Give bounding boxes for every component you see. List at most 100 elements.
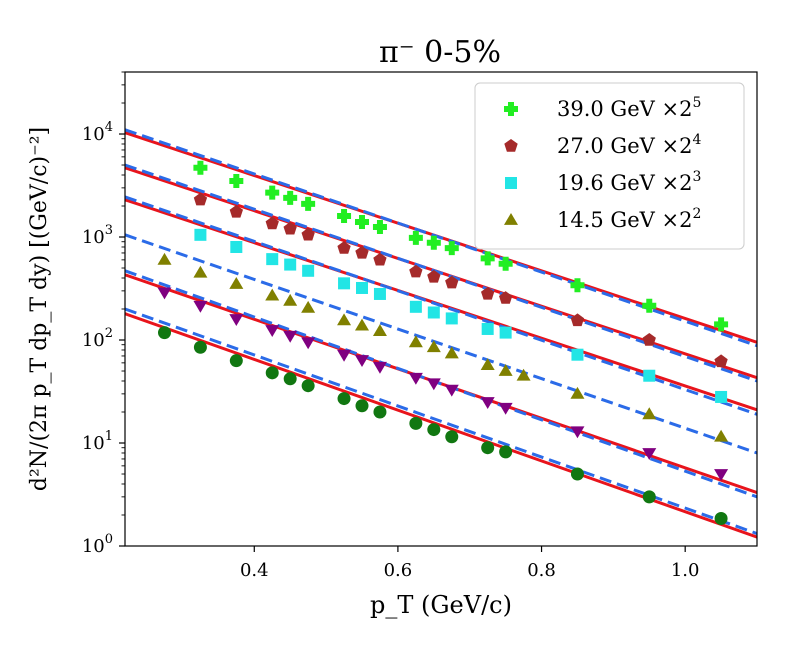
data-point-s5-1 [193,340,207,354]
data-point-s5-16 [714,511,728,525]
data-point-s3-8 [372,324,387,337]
data-point-s4-2 [229,314,244,326]
fit-line-blue-2 [125,195,757,416]
data-point-s3-4 [283,293,298,306]
data-point-s1-5 [337,241,351,254]
legend-marker-3 [504,213,518,225]
data-point-s1-0 [193,192,208,206]
data-point-s1-9 [427,269,441,283]
legend-marker-0 [504,102,518,116]
data-point-s1-15 [714,354,728,368]
data-point-s0-14 [642,298,657,313]
data-point-s5-13 [499,445,513,459]
data-point-s1-1 [229,205,243,218]
data-point-s5-11 [445,430,459,444]
legend-marker-1 [504,139,518,152]
fit-line-blue-0 [125,128,757,348]
data-point-s2-15 [715,390,728,403]
data-point-s1-4 [301,227,315,241]
x-tick-label: 1.0 [671,560,700,581]
data-point-s0-13 [570,278,585,293]
legend-label-0: 39.0 GeV ×25 [557,95,701,121]
data-point-s3-2 [229,276,244,289]
data-point-s2-12 [499,326,512,339]
y-tick-label: 103 [82,223,113,248]
data-point-s2-9 [427,306,440,319]
data-point-s0-7 [372,220,387,235]
data-point-s5-7 [355,399,369,413]
y-tick-label: 102 [82,326,113,351]
data-point-s0-12 [498,256,513,271]
x-tick-label: 0.4 [240,560,269,581]
data-point-s2-10 [445,312,458,325]
data-point-s0-9 [426,235,441,250]
data-point-s1-3 [283,221,297,235]
data-point-s5-10 [427,423,441,437]
data-point-s4-6 [337,349,352,362]
data-point-s4-3 [265,325,280,338]
data-point-s3-11 [444,346,459,359]
data-point-s3-6 [337,313,352,326]
data-point-s2-6 [356,281,368,294]
data-point-s4-10 [426,378,441,391]
data-point-s2-13 [571,348,584,361]
data-point-s2-0 [194,228,207,241]
y-axis-label: d²N/(2π p_T dp_T dy) [(GeV/c)⁻²] [27,127,52,491]
data-point-s1-12 [499,291,513,304]
data-point-s4-0 [157,287,172,300]
x-tick-label: 0.6 [384,560,413,581]
data-point-s4-14 [570,426,585,439]
data-point-s1-8 [409,264,423,278]
data-point-s5-14 [570,467,584,481]
data-point-s2-7 [373,287,386,300]
data-point-s2-1 [230,240,243,253]
legend-label-1: 27.0 GeV ×24 [557,132,701,158]
data-point-s2-14 [643,369,656,382]
data-point-s3-9 [408,335,423,348]
data-point-s1-14 [642,333,656,346]
data-point-s0-5 [337,208,352,223]
data-point-s2-3 [284,258,297,271]
data-point-s0-8 [408,230,423,245]
data-point-s3-12 [480,358,495,371]
data-point-s3-10 [426,340,441,353]
data-point-s5-3 [265,366,279,380]
data-point-s0-4 [301,196,316,211]
x-axis-label: p_T (GeV/c) [370,591,512,619]
legend-box [474,82,745,250]
data-point-s3-17 [714,429,729,442]
data-point-s4-8 [372,361,387,374]
data-point-s0-1 [229,173,244,188]
data-point-s2-5 [338,277,351,290]
data-point-s5-0 [158,326,171,340]
data-point-s0-10 [444,241,459,256]
data-point-s4-13 [498,402,513,415]
data-point-s1-6 [355,246,369,259]
data-point-s5-12 [481,441,495,455]
x-axis: 0.4 0.6 0.8 1.0 [240,546,700,581]
data-point-s3-5 [301,300,316,313]
data-point-s1-11 [481,286,495,300]
data-point-s5-15 [642,490,656,504]
data-point-s3-0 [157,252,172,265]
data-point-s4-12 [480,397,495,410]
data-point-s4-4 [283,330,298,343]
data-point-s2-8 [409,300,422,313]
data-point-s1-2 [265,216,279,230]
data-point-s3-3 [265,288,280,301]
y-tick-label: 100 [82,532,113,557]
data-point-s2-4 [302,264,315,277]
data-point-s4-16 [714,469,729,482]
data-point-s2-2 [266,253,279,266]
y-tick-label: 104 [82,120,113,145]
y-tick-label: 101 [82,429,113,454]
data-point-s0-15 [714,317,729,332]
fit-line-blue-4 [125,269,757,499]
data-point-s1-7 [373,252,387,266]
legend-label-3: 14.5 GeV ×22 [557,206,701,232]
data-point-s4-1 [193,300,208,313]
data-point-s0-2 [265,185,280,200]
data-point-s4-11 [444,384,459,397]
data-point-s4-9 [408,372,423,385]
